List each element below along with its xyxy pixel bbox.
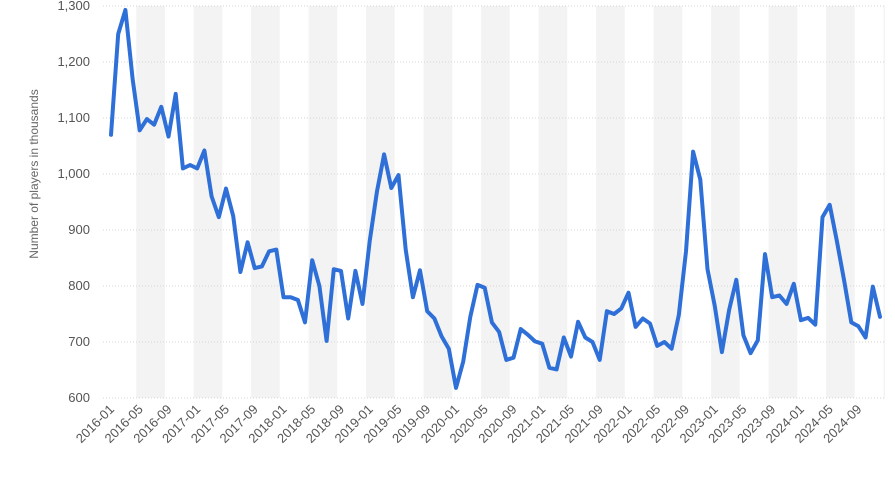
- x-axis-ticks: 2016-012016-052016-092017-012017-052017-…: [73, 402, 865, 446]
- column-band: [366, 6, 395, 398]
- y-tick-label: 600: [68, 390, 90, 405]
- column-band: [193, 6, 223, 398]
- column-band: [596, 6, 625, 398]
- column-band: [538, 6, 568, 398]
- gridlines: [103, 5, 885, 399]
- y-tick-label: 1,300: [57, 0, 90, 13]
- y-tick-label: 700: [68, 334, 90, 349]
- column-band: [136, 6, 165, 398]
- column-band: [251, 6, 280, 398]
- column-band: [768, 6, 798, 398]
- y-axis-label: Number of players in thousands: [27, 89, 41, 258]
- column-band: [883, 6, 885, 398]
- column-band: [423, 6, 453, 398]
- series-line: [109, 7, 882, 390]
- column-band: [826, 6, 855, 398]
- y-tick-label: 1,000: [57, 166, 90, 181]
- y-tick-label: 800: [68, 278, 90, 293]
- y-tick-label: 900: [68, 222, 90, 237]
- column-band: [308, 6, 338, 398]
- column-bands: [136, 6, 885, 398]
- y-tick-label: 1,100: [57, 110, 90, 125]
- y-axis-ticks: 600 700 800 900 1,000 1,100 1,200 1,300: [57, 0, 90, 405]
- column-band: [653, 6, 683, 398]
- y-tick-label: 1,200: [57, 54, 90, 69]
- column-band: [481, 6, 510, 398]
